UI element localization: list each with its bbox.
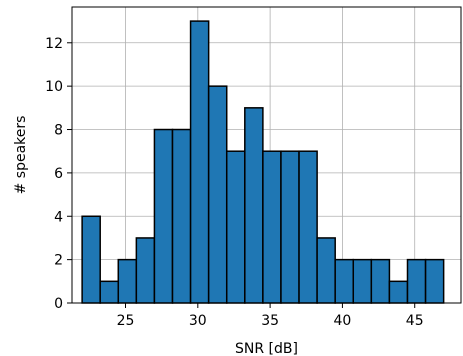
y-tick-label: 2 — [54, 253, 63, 269]
histogram-bar — [316, 237, 336, 304]
histogram-bar — [99, 280, 120, 304]
histogram-bar — [207, 85, 228, 304]
y-axis-ticks: 0 2 4 6 8 10 12 — [45, 36, 72, 312]
y-tick-label: 4 — [54, 209, 63, 225]
y-tick-label: 0 — [54, 296, 63, 312]
histogram-bar — [189, 20, 210, 304]
histogram-bar — [244, 107, 264, 304]
y-tick-label: 10 — [45, 79, 63, 95]
histogram-bar — [153, 128, 174, 304]
histogram-bar — [280, 150, 300, 304]
histogram-bar — [298, 150, 318, 304]
histogram-bar — [406, 258, 427, 304]
y-axis-label: # speakers — [13, 116, 29, 195]
x-tick-label: 25 — [117, 313, 135, 329]
histogram-bar — [81, 215, 101, 304]
x-tick-label: 35 — [261, 313, 279, 329]
histogram-bar — [171, 128, 192, 304]
histogram-bar — [117, 258, 138, 304]
y-tick-label: 6 — [54, 166, 63, 182]
plot-area-frame — [71, 6, 462, 304]
x-tick-label: 45 — [406, 313, 424, 329]
histogram-bar — [262, 150, 282, 304]
histogram-bar — [135, 237, 156, 304]
histogram-bar — [225, 150, 246, 304]
y-tick-label: 12 — [45, 36, 63, 52]
x-tick-label: 40 — [334, 313, 352, 329]
histogram-bar — [424, 258, 445, 304]
histogram-bar — [388, 280, 409, 304]
x-axis-label: SNR [dB] — [235, 341, 298, 356]
histogram-bar — [334, 258, 355, 304]
y-tick-label: 8 — [54, 123, 63, 139]
histogram-bars — [81, 20, 445, 304]
x-tick-label: 30 — [189, 313, 207, 329]
histogram-bar — [370, 258, 391, 304]
x-axis-ticks: 25 30 35 40 45 — [117, 303, 424, 329]
histogram-bar — [352, 258, 373, 304]
